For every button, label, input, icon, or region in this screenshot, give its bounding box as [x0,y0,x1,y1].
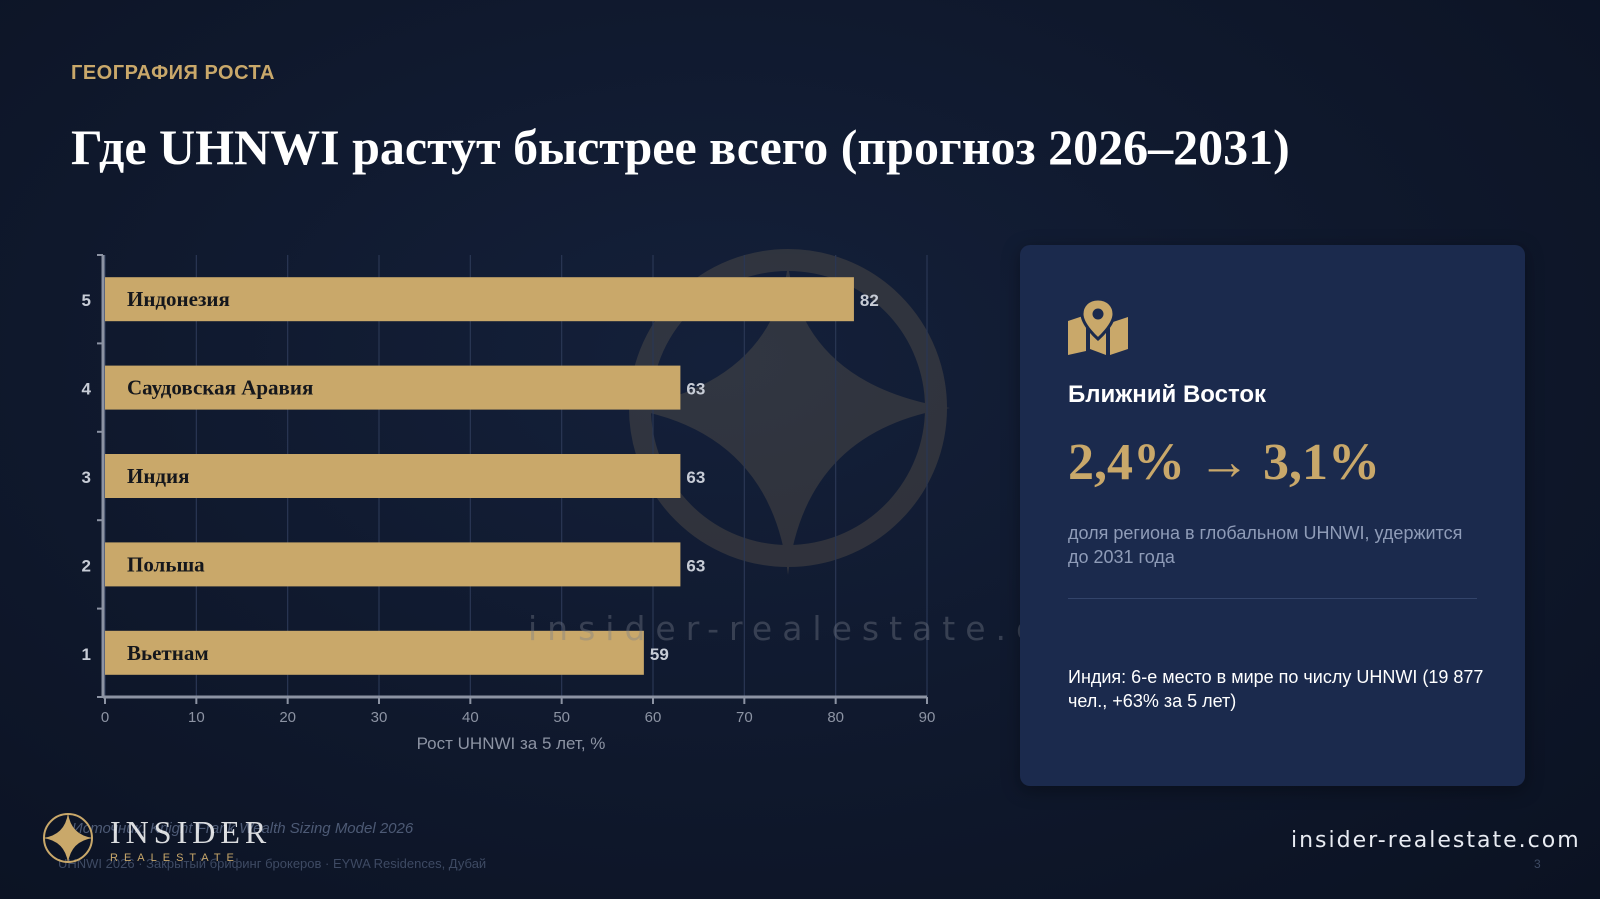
watermark-text: insider-realestate.com [528,609,1117,648]
footer-text: UHNWI 2026 · Закрытый брифинг брокеров ·… [58,856,487,871]
x-tick-label: 50 [553,709,570,726]
x-tick-label: 30 [371,709,388,726]
metric-description: доля региона в глобальном UHNWI, удержит… [1068,523,1463,567]
x-tick-label: 20 [279,709,296,726]
info-card: Ближний Восток 2,4% → 3,1% доля региона … [1020,245,1525,786]
india-note: Индия: 6-е место в мире по числу UHNWI (… [1068,667,1484,711]
source-note: Источник: Knight Frank Wealth Sizing Mod… [72,820,414,837]
bar-chart: 0 10 20 30 40 50 60 70 80 90 Рост UHNWI за 5 лет, … [82,249,950,753]
bar-value-label: 63 [686,468,705,487]
bar [105,630,644,675]
brand-logo: INSIDER REALESTATE [40,810,290,870]
x-tick-label: 70 [736,709,753,726]
bar-value-label: 82 [860,291,879,310]
bar [105,365,681,410]
site-url: insider-realestate.com [1291,828,1581,853]
bar-value-label: 63 [686,556,705,575]
bar [105,542,681,587]
logo-name: INSIDER [110,814,272,850]
star-logo-icon [43,813,93,863]
bar-category-label: Индия [127,464,190,488]
x-tick-label: 60 [645,709,662,726]
page-number: 3 [1534,857,1541,871]
x-tick-label: 0 [101,709,109,726]
x-axis-label: Рост UHNWI за 5 лет, % [417,734,606,753]
card-divider [1068,598,1477,599]
bar-category-label: Индонезия [127,287,230,311]
x-tick-label: 40 [462,709,479,726]
y-rank-label: 4 [82,380,92,399]
share-metric: 2,4% → 3,1% [1068,434,1380,491]
bar-category-label: Польша [127,552,205,576]
y-rank-label: 2 [82,556,91,575]
bar [105,454,681,498]
section-kicker: ГЕОГРАФИЯ РОСТА [71,62,275,84]
chart-panel: 0 10 20 30 40 50 60 70 80 90 Рост UHNWI за 5 лет, … [70,245,1000,775]
x-tick-label: 10 [188,709,205,726]
bar-category-label: Саудовская Аравия [127,376,313,400]
bar-category-label: Вьетнам [127,641,209,665]
map-pin-icon [1068,297,1128,355]
x-tick-label: 80 [827,709,844,726]
y-rank-label: 5 [82,291,91,310]
y-rank-label: 3 [82,468,91,487]
bar [105,277,854,322]
page-title: Где UHNWI растут быстрее всего (прогноз … [71,119,1290,175]
region-title: Ближний Восток [1068,381,1267,408]
x-tick-label: 90 [919,709,936,726]
y-rank-label: 1 [82,645,91,664]
logo-subtitle: REALESTATE [110,852,240,864]
bar-value-label: 63 [686,380,705,399]
bar-value-label: 59 [650,645,669,664]
